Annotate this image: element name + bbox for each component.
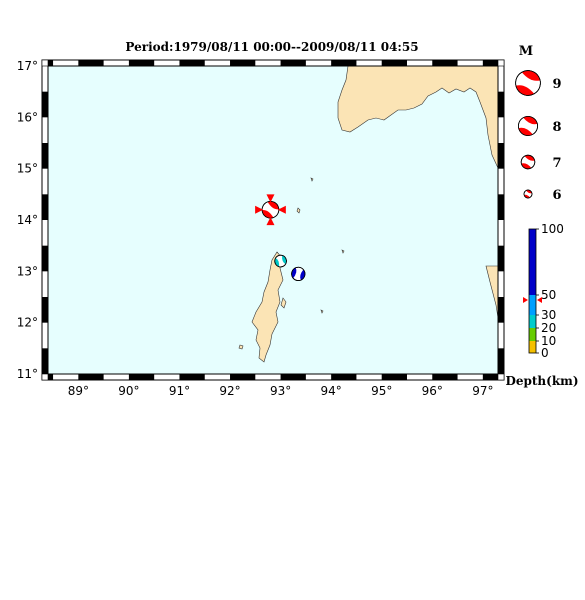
longitude-tick-label: 97° xyxy=(472,384,493,398)
depth-color-segment xyxy=(529,341,536,353)
depth-tick-label: 100 xyxy=(541,222,564,236)
axis-marker xyxy=(255,205,264,214)
magnitude-legend-ball xyxy=(520,154,536,170)
magnitude-legend-label: 6 xyxy=(552,188,561,203)
depth-tick-label: 20 xyxy=(541,321,556,335)
latitude-tick-label: 11° xyxy=(17,367,38,381)
magnitude-legend-ball xyxy=(515,70,541,96)
map-frame xyxy=(41,59,505,381)
latitude-tick-label: 16° xyxy=(17,110,38,124)
magnitude-legend-label: 7 xyxy=(552,156,561,171)
latitude-tick-labels: 11° 12° 13° 14° 15° 16° 17° xyxy=(17,59,38,381)
map-title: Period:1979/08/11 00:00--2009/08/11 04:5… xyxy=(125,40,418,54)
latitude-tick-label: 12° xyxy=(17,316,38,330)
axis-marker xyxy=(277,205,286,214)
depth-marker-arrow xyxy=(523,297,528,303)
longitude-tick-label: 90° xyxy=(118,384,139,398)
depth-tick-label: 10 xyxy=(541,334,556,348)
magnitude-legend-title: M xyxy=(519,44,533,59)
longitude-tick-label: 96° xyxy=(422,384,443,398)
magnitude-legend: M 9 8 7 6 xyxy=(515,44,562,203)
latitude-tick-label: 14° xyxy=(17,213,38,227)
focal-mechanism-3 xyxy=(291,266,306,281)
axis-marker xyxy=(266,217,275,226)
focal-mechanisms xyxy=(255,194,306,281)
longitude-tick-labels: 89° 90° 91° 92° 93° 94° 95° 96° 97° xyxy=(68,384,494,398)
mainland-east-coast xyxy=(485,265,499,319)
latitude-tick-label: 13° xyxy=(17,264,38,278)
longitude-tick-label: 93° xyxy=(270,384,291,398)
small-island-2 xyxy=(296,207,301,214)
mainland-coast xyxy=(337,65,499,169)
magnitude-legend-label: 9 xyxy=(552,77,561,92)
depth-color-segment xyxy=(529,229,536,295)
axis-marker xyxy=(266,194,275,203)
depth-legend-title: Depth(km) xyxy=(505,374,578,388)
latitude-tick-label: 17° xyxy=(17,59,38,73)
small-island-4 xyxy=(341,249,345,254)
longitude-tick-label: 94° xyxy=(321,384,342,398)
depth-tick-label: 30 xyxy=(541,308,556,322)
depth-tick-label: 50 xyxy=(541,288,556,302)
depth-color-segment xyxy=(529,328,536,341)
depth-tick-label: 0 xyxy=(541,346,549,360)
small-island-5 xyxy=(320,309,324,314)
depth-marker-arrow xyxy=(537,297,542,303)
magnitude-legend-ball xyxy=(517,115,539,137)
longitude-tick-label: 92° xyxy=(219,384,240,398)
latitude-tick-label: 15° xyxy=(17,162,38,176)
ritchie-islands xyxy=(280,297,287,309)
small-island-1 xyxy=(238,344,244,350)
fancy-frame-border xyxy=(41,59,505,381)
longitude-tick-label: 89° xyxy=(68,384,89,398)
magnitude-legend-ball xyxy=(523,189,533,199)
depth-color-segment xyxy=(529,295,536,315)
magnitude-legend-label: 8 xyxy=(552,120,561,135)
focal-mechanism-1 xyxy=(261,200,280,219)
longitude-tick-label: 91° xyxy=(169,384,190,398)
depth-color-segment xyxy=(529,315,536,328)
small-island-3 xyxy=(310,177,314,182)
longitude-tick-label: 95° xyxy=(371,384,392,398)
focal-mechanism-2 xyxy=(274,254,287,268)
andaman-islands xyxy=(251,251,284,363)
